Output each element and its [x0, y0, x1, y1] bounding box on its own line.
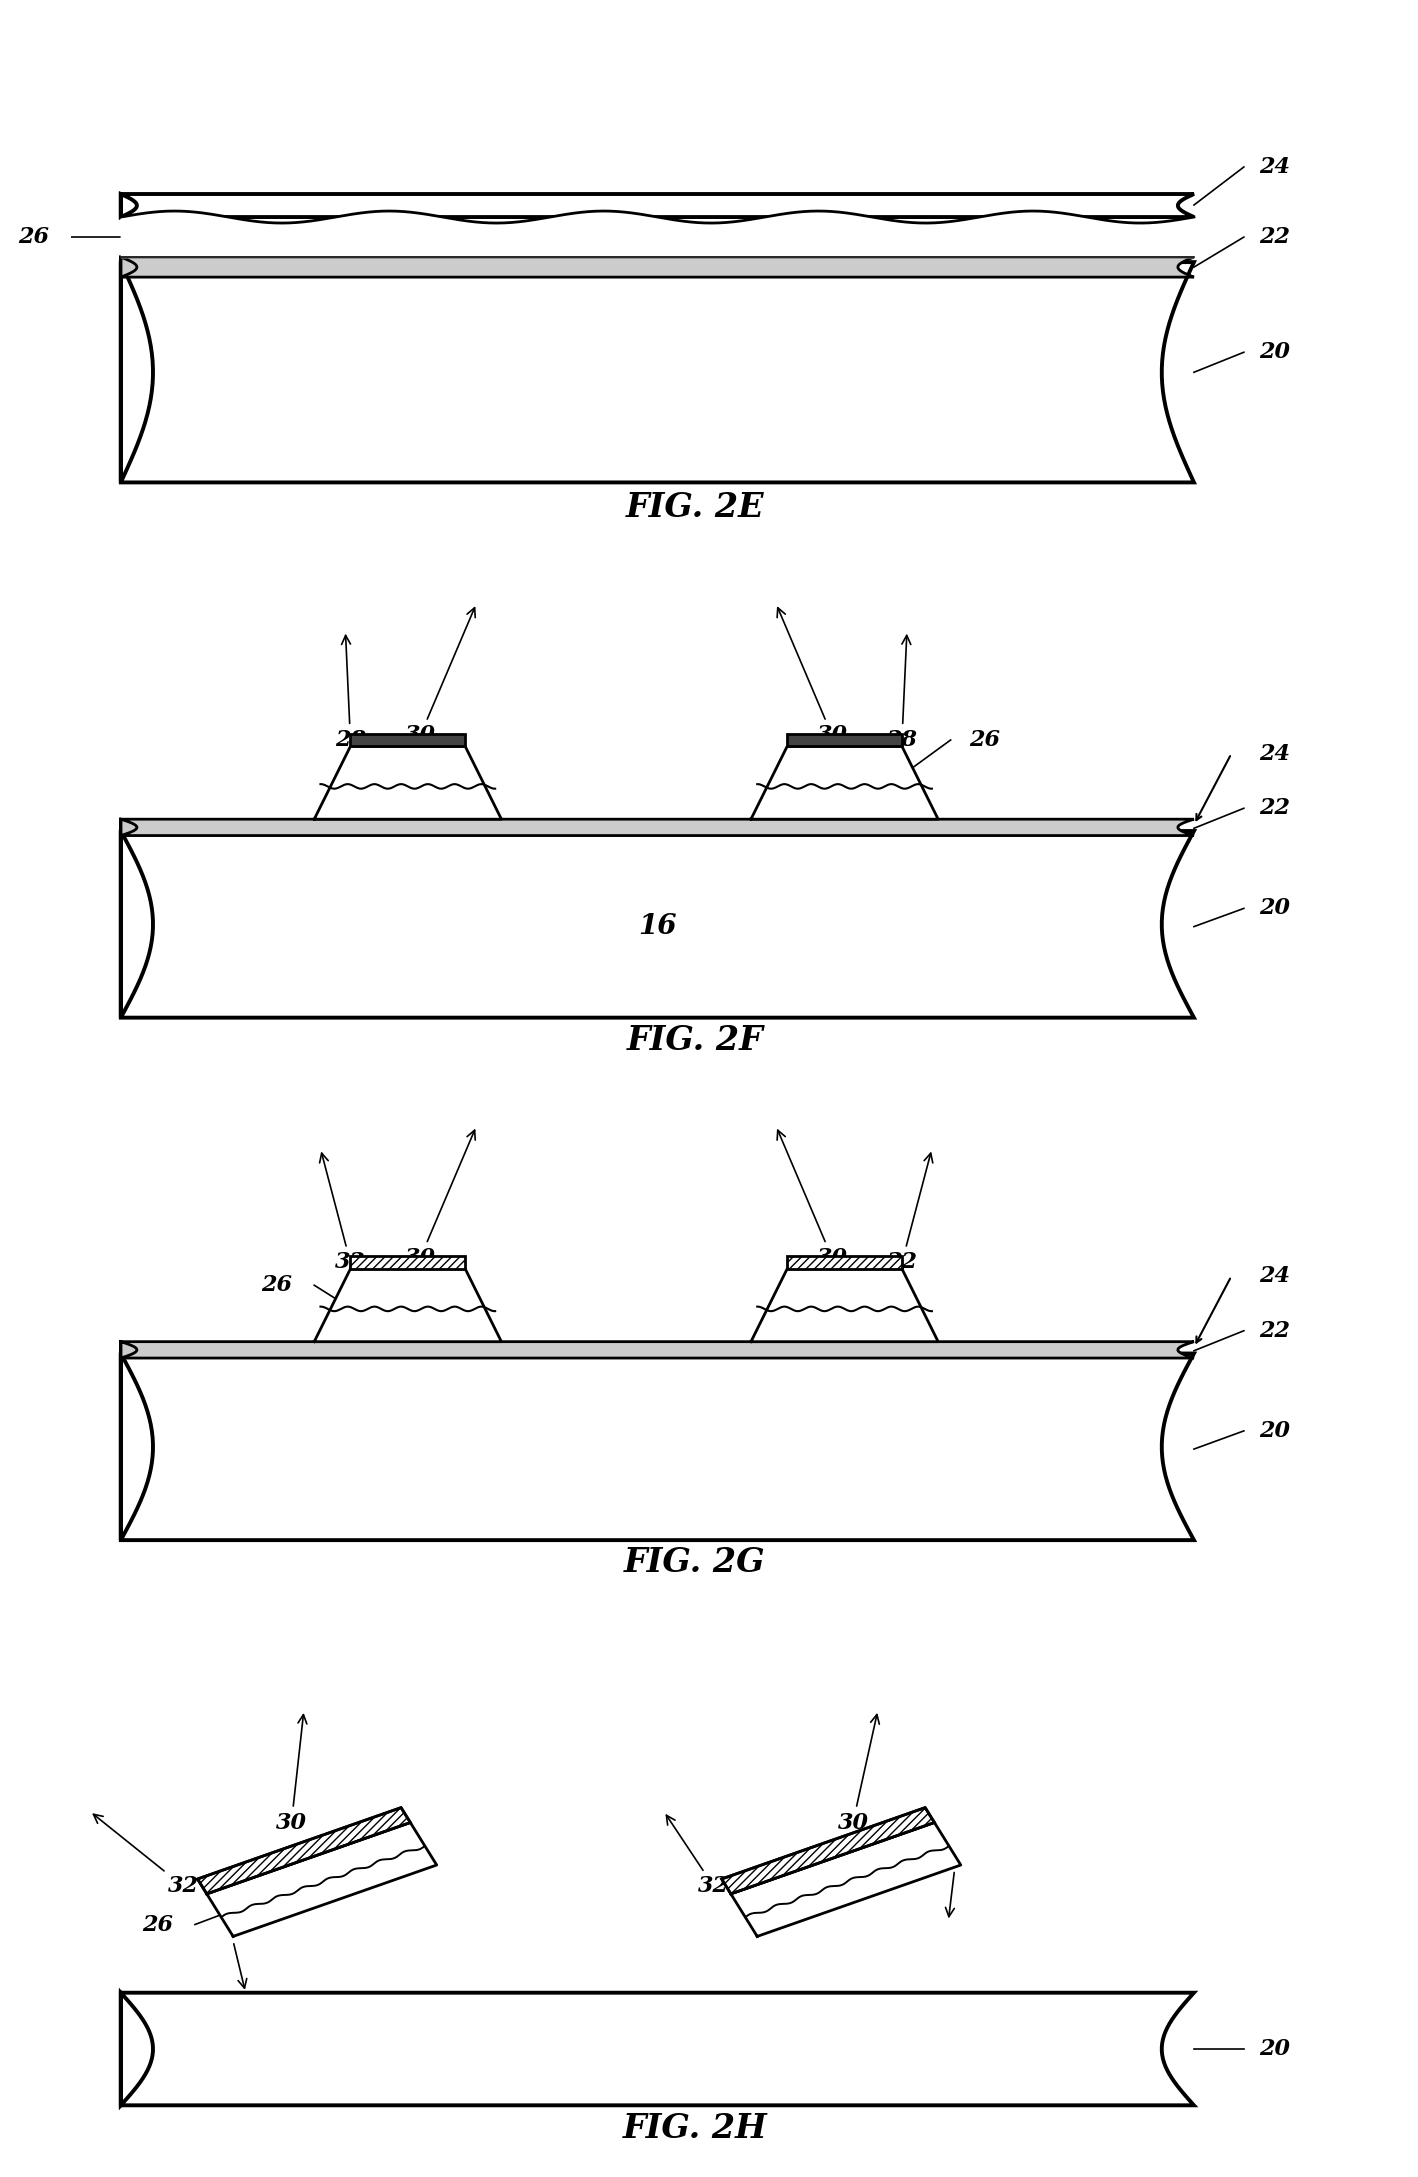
Polygon shape	[121, 257, 1194, 276]
Text: 30: 30	[777, 1130, 848, 1269]
Text: 26: 26	[968, 729, 1000, 751]
Text: FIG. 2H: FIG. 2H	[623, 2112, 767, 2144]
Text: 22: 22	[1259, 1319, 1290, 1341]
Polygon shape	[121, 261, 1194, 483]
Text: 30: 30	[838, 1715, 879, 1833]
Text: 30: 30	[404, 607, 475, 747]
Polygon shape	[121, 1992, 1194, 2105]
Text: 20: 20	[1259, 342, 1290, 364]
Text: 32: 32	[886, 1154, 933, 1274]
Text: 30: 30	[277, 1715, 306, 1833]
Text: 28: 28	[886, 636, 917, 751]
Text: 26: 26	[18, 226, 50, 248]
Polygon shape	[121, 832, 1194, 1017]
Polygon shape	[315, 1269, 502, 1341]
Text: 20: 20	[1259, 2038, 1290, 2059]
Text: 22: 22	[1259, 797, 1290, 819]
Text: 32: 32	[94, 1813, 199, 1898]
Text: 30: 30	[404, 1130, 475, 1269]
Text: 24: 24	[1259, 157, 1290, 179]
Polygon shape	[752, 1269, 939, 1341]
Text: FIG. 2E: FIG. 2E	[625, 492, 764, 525]
Polygon shape	[722, 1807, 934, 1894]
Polygon shape	[197, 1807, 410, 1894]
Polygon shape	[121, 1354, 1194, 1539]
Bar	[350, 1256, 465, 1269]
Text: 32: 32	[319, 1154, 366, 1274]
Text: 16: 16	[638, 912, 676, 940]
Text: 26: 26	[261, 1274, 292, 1295]
Text: 30: 30	[777, 607, 848, 747]
Text: 26: 26	[142, 1914, 173, 1935]
Polygon shape	[121, 1341, 1194, 1358]
Bar	[350, 734, 465, 747]
Text: 24: 24	[1259, 1265, 1290, 1287]
Polygon shape	[752, 747, 939, 819]
Text: 28: 28	[335, 636, 366, 751]
Text: 22: 22	[1259, 226, 1290, 248]
Polygon shape	[730, 1822, 961, 1935]
Text: 32: 32	[666, 1816, 729, 1898]
Polygon shape	[121, 819, 1194, 836]
Text: FIG. 2F: FIG. 2F	[627, 1023, 763, 1056]
Polygon shape	[315, 747, 502, 819]
Text: 20: 20	[1259, 1419, 1290, 1441]
Text: 24: 24	[1259, 742, 1290, 764]
Text: FIG. 2G: FIG. 2G	[624, 1546, 766, 1578]
Bar	[787, 1256, 902, 1269]
Polygon shape	[121, 194, 1194, 218]
Bar	[787, 734, 902, 747]
Text: 20: 20	[1259, 897, 1290, 919]
Polygon shape	[207, 1822, 437, 1935]
